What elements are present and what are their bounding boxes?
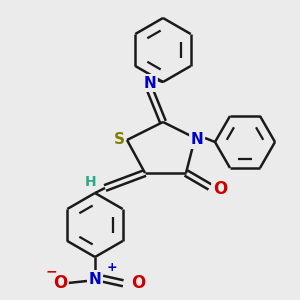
Text: N: N bbox=[144, 76, 156, 91]
Text: −: − bbox=[46, 264, 58, 278]
Text: O: O bbox=[131, 274, 145, 292]
Text: +: + bbox=[107, 261, 118, 274]
Text: N: N bbox=[88, 272, 101, 286]
Text: N: N bbox=[190, 133, 203, 148]
Text: O: O bbox=[213, 180, 227, 198]
Text: H: H bbox=[85, 175, 97, 189]
Text: S: S bbox=[113, 133, 124, 148]
Text: O: O bbox=[53, 274, 67, 292]
